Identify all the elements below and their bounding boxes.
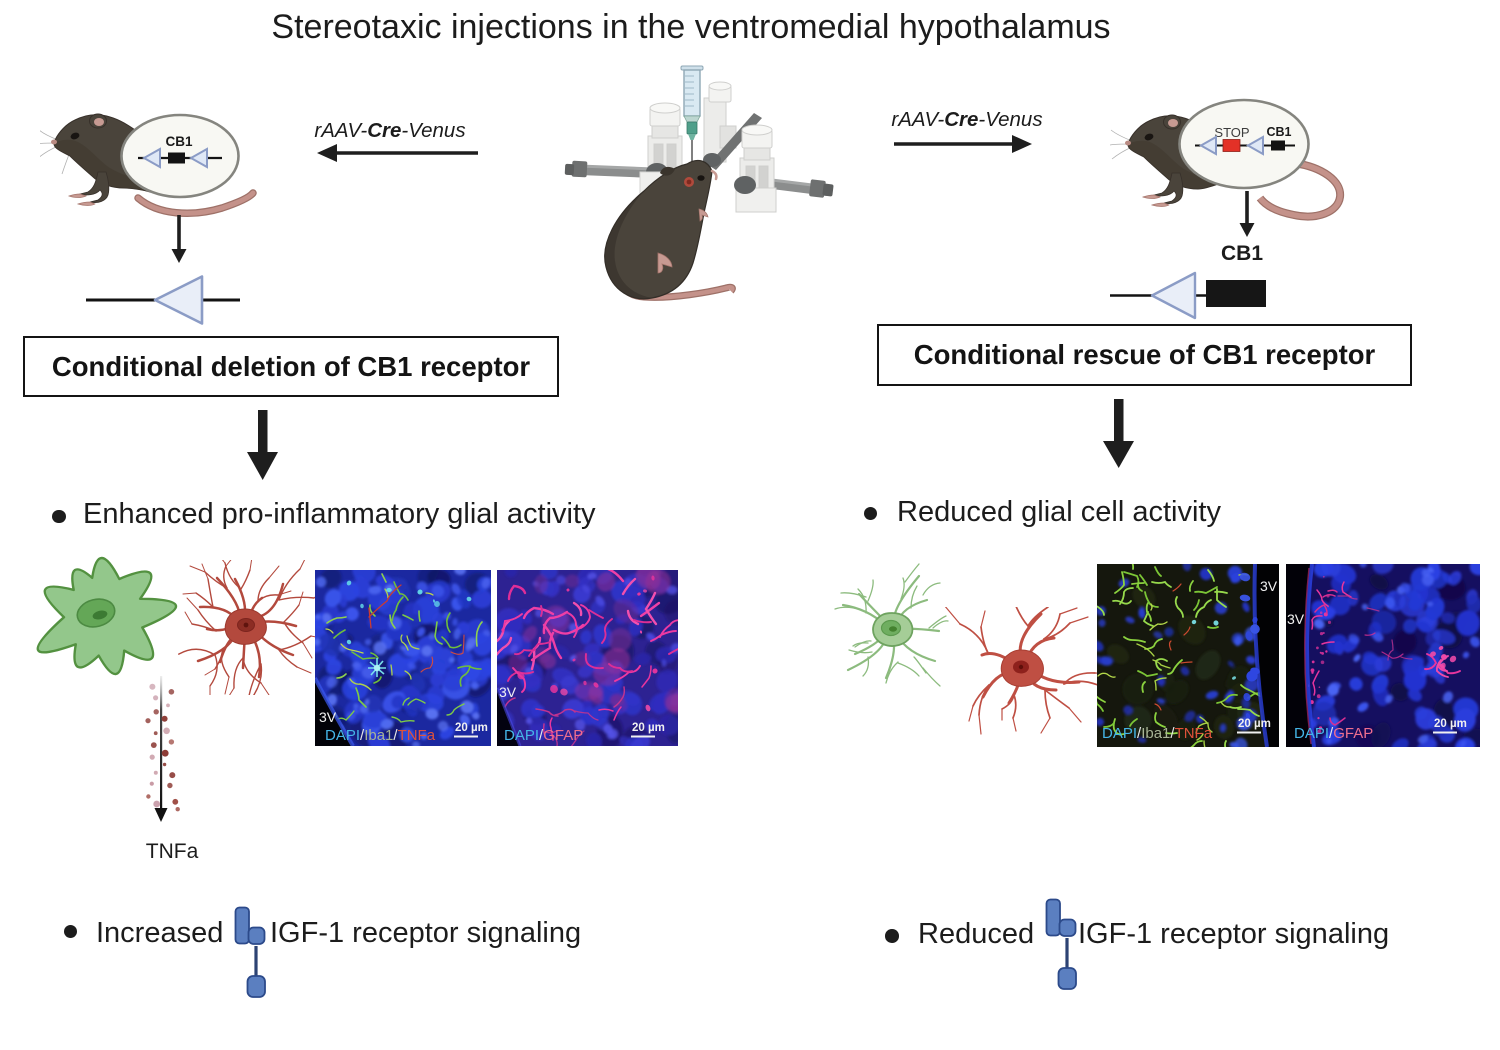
svg-text:STOP: STOP: [1214, 125, 1249, 140]
svg-text:3V: 3V: [1260, 578, 1278, 594]
svg-text:CB1: CB1: [165, 134, 192, 149]
svg-text:20 µm: 20 µm: [1434, 718, 1467, 730]
svg-text:DAPI/GFAP: DAPI/GFAP: [1294, 725, 1373, 742]
svg-text:DAPI/Iba1/TNFa: DAPI/Iba1/TNFa: [1102, 725, 1213, 742]
svg-text:3V: 3V: [1287, 611, 1305, 627]
svg-text:3V: 3V: [319, 709, 337, 725]
svg-text:20 µm: 20 µm: [455, 722, 488, 734]
svg-text:CB1: CB1: [1266, 125, 1291, 139]
svg-text:3V: 3V: [499, 684, 517, 700]
svg-text:20 µm: 20 µm: [1238, 718, 1271, 730]
svg-text:DAPI/GFAP: DAPI/GFAP: [504, 727, 583, 744]
svg-text:DAPI/Iba1/TNFa: DAPI/Iba1/TNFa: [325, 727, 436, 744]
svg-text:20 µm: 20 µm: [632, 722, 665, 734]
